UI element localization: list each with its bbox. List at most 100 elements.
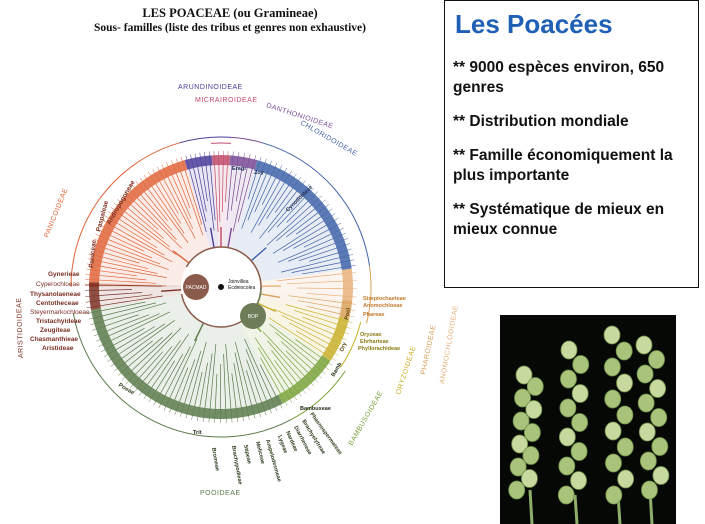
leaf-tick [280,393,288,406]
tree-branch [214,165,219,233]
tree-branch [226,165,233,221]
tree-branch [151,333,189,388]
leaf-tick [86,263,101,267]
tree-branch [247,173,267,221]
info-heading: Les Poacées [455,9,613,39]
leaf-tick [202,407,206,422]
tree-branch [127,207,164,239]
wheat-spikelet [636,364,654,384]
leaf-tick [331,338,345,346]
tree-branch [269,323,319,362]
tree-branch [271,350,298,383]
leaf-tick [180,156,186,171]
tree-branch [234,342,252,406]
leaf-tick [317,204,330,213]
leaf-tick [266,400,272,414]
cyperochloeae-label: Cyperochloeae [36,281,80,288]
tree-branch [114,226,165,256]
ehrharteae-label: Ehrharteae [360,339,389,345]
leaf-tick [323,213,336,222]
leaf-tick [213,151,215,166]
leaf-tick [110,358,123,367]
tree-branch [99,289,133,291]
tree-branch [301,267,342,275]
leaf-tick [93,330,108,337]
tree-branch [204,353,213,408]
subfamily-outline [231,136,263,144]
leaf-tick [90,248,104,253]
tree-branch [100,265,167,278]
wheat-spikelet [571,384,589,403]
leaf-tick [284,390,293,404]
tree-branch [288,295,343,303]
leaf-tick [104,349,117,357]
bop-node [240,303,266,329]
leaf-tick [156,166,165,180]
subfamily-band [211,155,231,166]
tree-branch [274,360,294,386]
leaf-tick [104,215,118,224]
leaf-tick [304,375,315,387]
tree-branch [231,373,237,409]
tree-branch [266,185,289,219]
chasmanthieae-label: Chasmanthieae [30,336,78,343]
tree-branch [139,351,164,378]
leaf-tick [271,398,278,412]
leaf-tick [339,254,354,258]
leaf-tick [88,315,103,320]
leaf-tick [85,273,100,276]
wheat-spikelet [559,398,577,418]
subfamily-fan [223,165,255,249]
tree-branch [164,346,191,396]
tree-branch [221,165,224,213]
wheat-spikelet [649,379,667,398]
leaf-tick [148,390,157,403]
tree-branch [285,350,309,373]
tree-branch [246,370,257,404]
leaf-tick [256,403,261,418]
clade-stem [227,227,233,248]
tree-branch [225,165,228,203]
leaf-tick [326,348,339,356]
leaf-tick [87,310,102,314]
leaf-tick [231,151,234,166]
tristachyideae-label: Tristachyideae [36,318,82,325]
tree-branch [281,315,332,340]
leaf-tick [101,344,114,352]
bromeae-label: Bromeae [210,447,220,471]
leaf-tick [284,170,292,183]
pharoideae-label: PHAROIDEAE [420,324,437,375]
tree-branch [171,175,192,219]
tree-branch [119,218,151,241]
tree-branch [275,332,315,366]
tree-branch [303,233,332,248]
tree-branch [225,343,232,409]
leaf-tick [333,333,347,340]
leaf-tick [98,340,112,347]
wheat-spikelet [605,485,623,505]
tree-branch [167,177,194,229]
tree-branch [282,224,327,251]
leaf-tick [341,302,356,305]
tree-branch [235,166,243,202]
tree-branch [143,346,173,382]
wheat-spikelet [652,466,670,485]
leaf-tick [134,380,144,393]
leaf-tick [107,211,120,220]
tree-branch [288,322,330,345]
tree-branch [163,179,196,239]
tree-branch [230,166,238,211]
leaf-tick [296,180,306,192]
zeugiteae-label: Zeugiteae [40,327,71,334]
tree-branch [176,173,191,209]
leaf-tick [288,173,297,186]
leaf-tick [153,392,161,406]
pooideae-label: POOIDEAE [200,490,241,497]
leaf-tick [304,187,315,199]
aristideae-label: Aristideae [42,345,74,352]
tree-branch [214,373,218,409]
leaf-tick [86,305,101,309]
leaf-tick [175,158,181,172]
wheat-spikelet [511,434,529,454]
clade-stem [209,227,215,248]
